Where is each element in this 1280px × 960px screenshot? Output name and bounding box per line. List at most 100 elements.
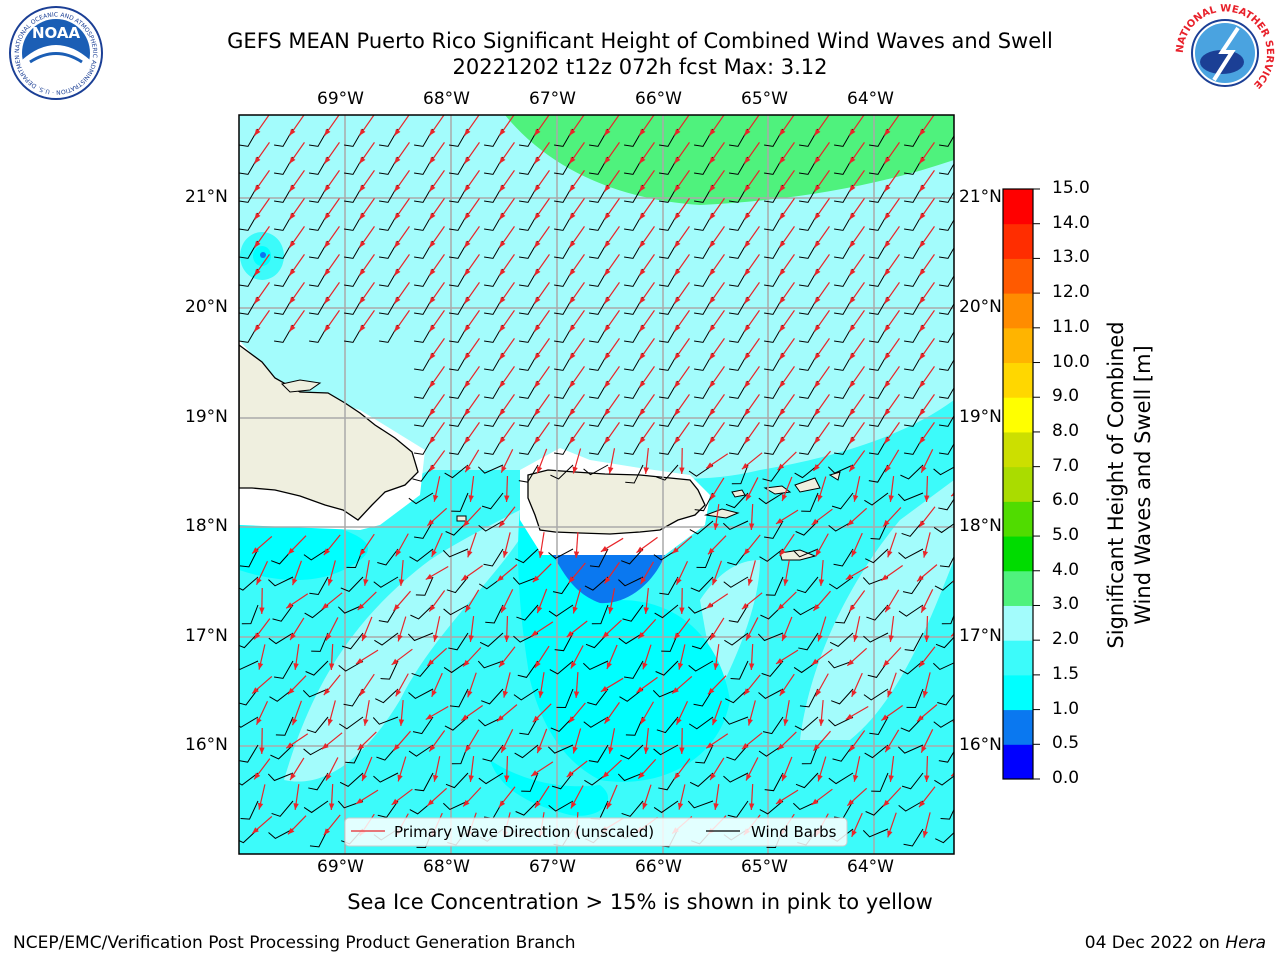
wave-direction-arrow	[814, 338, 830, 360]
wind-barb	[591, 604, 609, 625]
wind-barb	[585, 632, 609, 649]
colorbar-segment	[1003, 674, 1033, 711]
wind-barb	[621, 800, 644, 817]
wave-direction-arrow	[323, 674, 341, 696]
wind-barb	[901, 772, 924, 790]
colorbar-segment	[1003, 293, 1033, 329]
colorbar-segment	[1003, 466, 1033, 502]
lat-tick-right: 16°N	[959, 735, 1002, 755]
colorbar-segment	[1003, 258, 1033, 294]
wave-direction-arrow	[428, 730, 446, 752]
wave-direction-arrow	[783, 700, 790, 726]
wave-direction-arrow	[643, 448, 650, 474]
wave-direction-arrow	[570, 645, 584, 669]
wave-direction-arrow	[464, 729, 480, 753]
wave-direction-arrow	[639, 254, 655, 276]
wave-direction-arrow	[814, 366, 830, 388]
wind-barb	[696, 548, 714, 569]
wind-barb	[338, 716, 364, 730]
wave-direction-arrow	[569, 142, 585, 164]
wave-direction-arrow	[429, 142, 445, 164]
wave-direction-arrow	[255, 700, 269, 726]
wind-barb	[899, 660, 924, 675]
wind-barb	[689, 520, 714, 535]
colorbar-segment	[1003, 189, 1033, 225]
wave-direction-arrow	[425, 565, 449, 581]
wave-direction-arrow	[709, 226, 725, 248]
colorbar-tick-label: 14.0	[1052, 212, 1090, 233]
wave-height-1.0-1.5-region-southwest	[490, 760, 609, 816]
wave-direction-arrow	[464, 394, 480, 416]
wind-barb	[516, 604, 539, 621]
wave-direction-arrow	[884, 729, 900, 753]
machine-name: Hera	[1225, 933, 1266, 953]
wave-direction-arrow	[600, 537, 624, 553]
wave-direction-arrow	[817, 756, 827, 782]
wave-direction-arrow	[600, 677, 624, 693]
wave-direction-arrow	[496, 704, 518, 722]
sea-ice-note: Sea Ice Concentration > 15% is shown in …	[347, 890, 933, 914]
wave-direction-arrow	[817, 476, 827, 502]
wave-direction-arrow	[849, 394, 865, 416]
wind-barb	[414, 772, 434, 792]
wave-direction-arrow	[814, 170, 830, 192]
wave-direction-arrow	[532, 563, 552, 583]
wave-direction-arrow	[538, 672, 545, 698]
wave-direction-arrow	[429, 115, 445, 136]
wave-direction-arrow	[324, 254, 340, 276]
wave-direction-arrow	[814, 422, 830, 444]
wave-direction-arrow	[957, 589, 967, 613]
wind-barb	[373, 772, 399, 783]
wave-direction-arrow	[254, 254, 270, 276]
wave-direction-arrow	[432, 616, 441, 642]
wind-barb	[938, 750, 954, 763]
wave-direction-arrow	[919, 142, 935, 164]
wind-barb	[688, 660, 714, 672]
wind-barb	[939, 414, 954, 427]
wave-direction-arrow	[568, 702, 586, 724]
wave-direction-arrow	[254, 170, 270, 192]
wave-direction-arrow	[775, 649, 799, 665]
wind-barb	[337, 604, 364, 614]
wind-barb	[799, 688, 819, 708]
wind-barb	[795, 520, 819, 536]
wave-direction-arrow	[639, 394, 655, 416]
wave-direction-arrow	[604, 702, 620, 724]
wind-barb	[343, 688, 364, 707]
wave-direction-arrow	[425, 705, 449, 721]
wind-barb	[625, 464, 644, 484]
wave-direction-arrow	[289, 757, 305, 781]
wind-barb	[832, 744, 854, 762]
wave-direction-arrow	[606, 644, 618, 670]
wave-direction-arrow	[499, 310, 515, 332]
wave-direction-arrow	[848, 730, 866, 752]
wind-barb	[939, 442, 954, 455]
wave-direction-arrow	[884, 226, 900, 248]
wind-barb	[795, 772, 819, 789]
colorbar-tick-label: 10.0	[1052, 351, 1090, 372]
wave-direction-arrow	[569, 394, 585, 416]
wind-barb	[652, 688, 679, 698]
wave-direction-arrow	[677, 644, 686, 670]
wave-direction-arrow	[429, 422, 445, 444]
wind-barb	[727, 800, 749, 818]
wave-direction-arrow	[916, 564, 938, 582]
wave-direction-arrow	[887, 672, 897, 698]
wave-direction-arrow	[813, 590, 831, 612]
wave-direction-arrow	[395, 673, 409, 697]
wave-direction-arrow	[709, 170, 725, 192]
wind-barb	[761, 660, 784, 677]
wind-barb	[311, 632, 329, 652]
wave-direction-arrow	[888, 616, 895, 642]
wave-direction-arrow	[777, 591, 797, 611]
wind-barb	[517, 660, 539, 678]
wave-direction-arrow	[604, 366, 620, 388]
noaa-logo: NOAA NATIONAL OCEANIC AND ATMOSPHERIC AD…	[0, 0, 103, 100]
wave-direction-arrow	[287, 535, 307, 555]
wave-direction-arrow	[254, 226, 270, 248]
wave-direction-arrow	[464, 338, 480, 360]
wave-direction-arrow	[679, 447, 685, 475]
lon-tick-bottom: 66°W	[635, 857, 682, 877]
wind-barb	[479, 632, 504, 647]
wind-barb	[863, 688, 889, 701]
